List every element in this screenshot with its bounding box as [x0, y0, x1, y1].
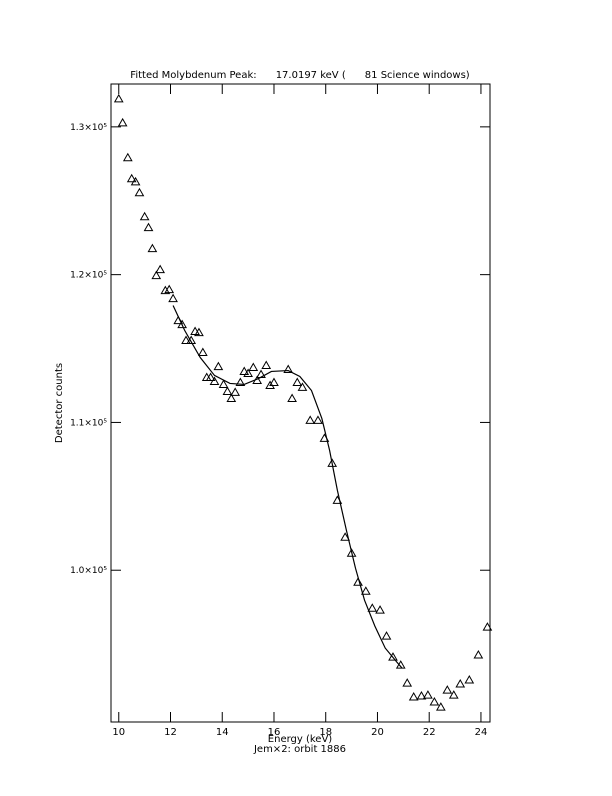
data-point — [340, 532, 350, 541]
data-point — [130, 176, 141, 186]
data-point — [147, 243, 158, 253]
data-point — [423, 690, 433, 699]
data-point — [313, 415, 323, 424]
y-axis-label: Detector counts — [54, 363, 65, 443]
data-point — [168, 293, 178, 303]
data-point — [265, 380, 275, 389]
data-point — [209, 376, 220, 385]
x-axis-label: Energy (keV) — [268, 734, 333, 745]
data-point — [261, 360, 272, 370]
data-point — [346, 548, 357, 557]
data-point — [239, 366, 250, 375]
y-tick-label: 1.1×10⁵ — [70, 418, 107, 428]
y-tick-label: 1.2×10⁵ — [70, 271, 107, 281]
data-point — [416, 690, 427, 700]
data-point — [117, 117, 128, 127]
data-point — [448, 690, 459, 699]
data-point — [126, 173, 137, 183]
x-tick-label: 20 — [371, 727, 384, 738]
data-point — [429, 697, 440, 706]
y-tick-label: 1.0×10⁵ — [70, 566, 107, 576]
data-point — [360, 586, 371, 595]
data-point — [230, 387, 241, 396]
data-point — [402, 678, 413, 687]
data-point — [122, 152, 133, 162]
x-tick-label: 16 — [268, 727, 281, 738]
data-point — [243, 368, 253, 378]
data-point — [143, 222, 154, 232]
x-tick-label: 12 — [164, 727, 177, 738]
data-point — [181, 335, 191, 345]
data-point — [155, 264, 166, 274]
data-point — [283, 364, 294, 374]
data-point — [455, 679, 466, 688]
data-point — [248, 362, 259, 371]
data-point — [134, 187, 145, 197]
data-point — [269, 377, 279, 387]
data-point — [113, 93, 124, 103]
subtitle: Jem×2: orbit 1886 — [253, 744, 346, 755]
data-point — [194, 327, 204, 337]
data-point — [186, 335, 197, 345]
data-point — [218, 379, 229, 388]
data-point — [297, 382, 308, 391]
data-point — [292, 377, 303, 387]
data-point — [473, 650, 484, 659]
fit-line — [172, 305, 403, 669]
data-point — [213, 361, 224, 371]
x-tick-label: 10 — [112, 727, 125, 738]
data-point — [197, 347, 208, 357]
data-point — [222, 386, 233, 396]
data-point — [435, 702, 446, 711]
data-point — [160, 285, 171, 295]
data-point — [388, 652, 398, 661]
x-tick-label: 14 — [216, 727, 229, 738]
data-point — [464, 675, 475, 684]
data-point — [139, 211, 150, 221]
data-point — [442, 685, 453, 694]
data-point — [353, 577, 363, 586]
data-point — [367, 603, 378, 612]
chart-title: Fitted Molybdenum Peak: 17.0197 keV ( 81… — [130, 70, 470, 81]
data-point — [151, 270, 162, 280]
x-tick-label: 22 — [423, 727, 436, 738]
x-tick-label: 18 — [319, 727, 332, 738]
data-point — [164, 284, 175, 294]
data-point — [375, 605, 385, 614]
data-point — [408, 692, 419, 701]
data-point — [482, 622, 493, 631]
data-point — [381, 631, 392, 640]
data-point — [226, 393, 237, 402]
data-point — [305, 415, 316, 424]
data-point — [235, 377, 246, 387]
data-point — [177, 319, 188, 329]
y-tick-label: 1.3×10⁵ — [70, 123, 107, 133]
data-point — [287, 393, 297, 402]
plot-frame — [110, 83, 491, 723]
x-tick-label: 24 — [475, 727, 488, 738]
data-point — [205, 372, 216, 382]
